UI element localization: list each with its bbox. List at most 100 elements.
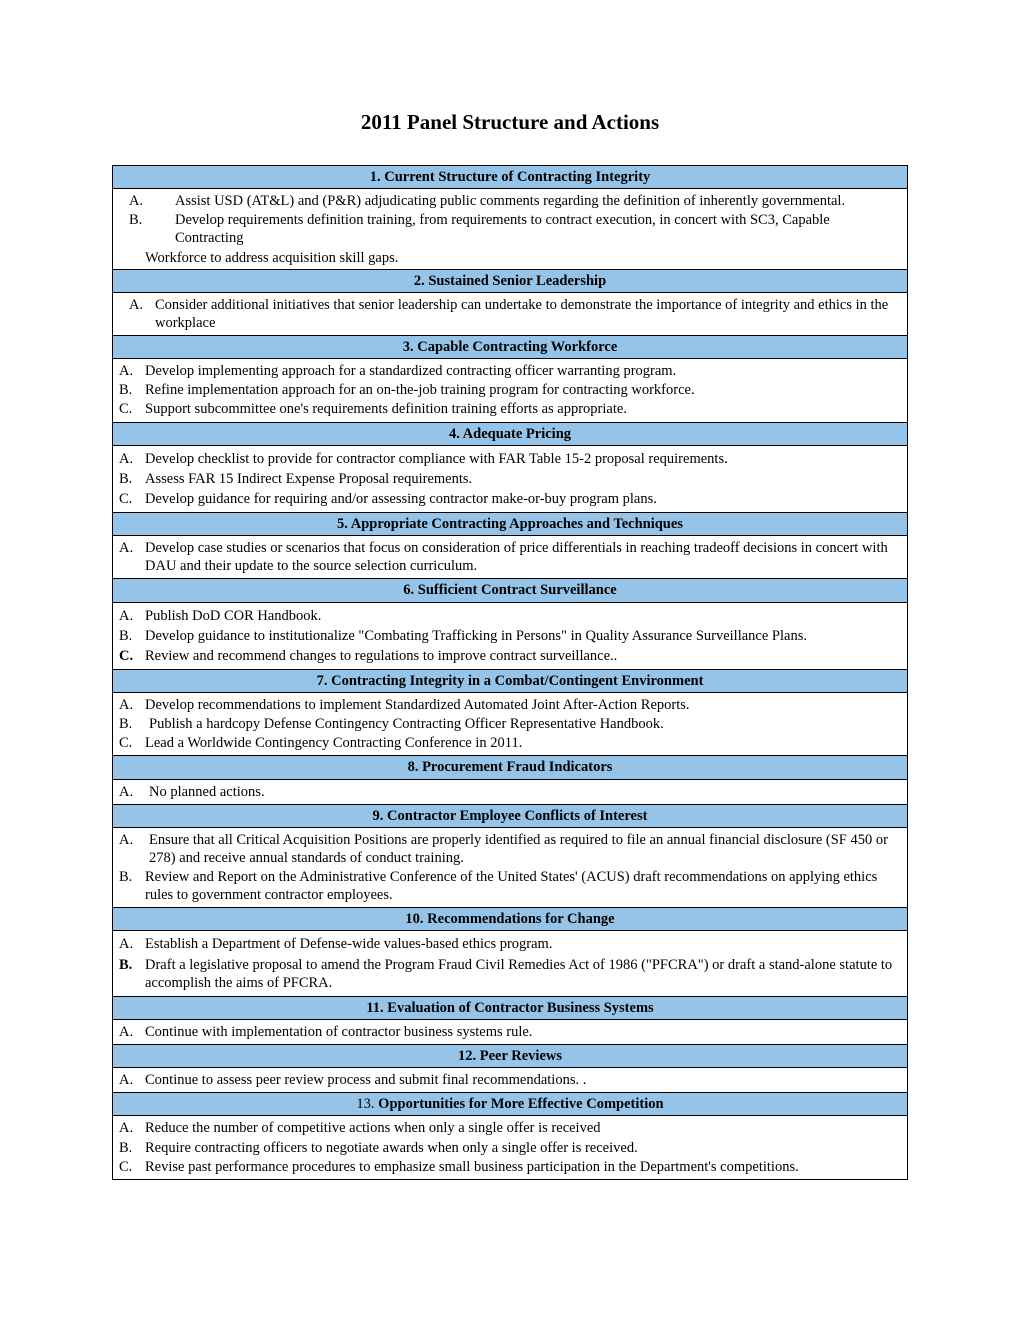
list-item: B.Develop requirements definition traini… [119,211,901,247]
section-header: 1. Current Structure of Contracting Inte… [113,166,908,189]
list-item: B.Review and Report on the Administrativ… [119,868,901,904]
section-header: 5. Appropriate Contracting Approaches an… [113,513,908,536]
list-item: B.Draft a legislative proposal to amend … [119,956,901,992]
list-item: B.Assess FAR 15 Indirect Expense Proposa… [119,470,901,488]
item-text: Publish DoD COR Handbook. [145,607,901,625]
list-item: A.Develop recommendations to implement S… [119,696,901,714]
item-label: A. [119,362,145,380]
item-label: A. [129,192,175,210]
item-label: A. [119,831,149,849]
section-header: 13. Opportunities for More Effective Com… [113,1093,908,1116]
item-text: Review and Report on the Administrative … [145,868,901,904]
item-label: A. [119,935,145,953]
item-label: A. [119,539,145,557]
item-label: A. [119,696,145,714]
section-header: 4. Adequate Pricing [113,422,908,445]
item-label: C. [119,1158,145,1176]
item-text: Draft a legislative proposal to amend th… [145,956,901,992]
item-text: Require contracting officers to negotiat… [145,1139,901,1157]
list-item: A.Develop case studies or scenarios that… [119,539,901,575]
section-content: A.Publish DoD COR Handbook. B.Develop gui… [113,602,908,669]
item-text: Lead a Worldwide Contingency Contracting… [145,734,901,752]
section-content: A.Ensure that all Critical Acquisition P… [113,827,908,908]
item-text: Continue with implementation of contract… [145,1023,901,1041]
item-label: C. [119,400,145,418]
list-item: B.Require contracting officers to negoti… [119,1139,901,1157]
list-item: C.Lead a Worldwide Contingency Contracti… [119,734,901,752]
item-text: Publish a hardcopy Defense Contingency C… [149,715,901,733]
section-header: 2. Sustained Senior Leadership [113,269,908,292]
item-text: Support subcommittee one's requirements … [145,400,901,418]
item-text: Assess FAR 15 Indirect Expense Proposal … [145,470,901,488]
section-header: 8. Procurement Fraud Indicators [113,756,908,779]
item-text: Develop case studies or scenarios that f… [145,539,901,575]
list-item: C.Revise past performance procedures to … [119,1158,901,1176]
item-label: B. [119,956,145,974]
item-label: C. [119,734,145,752]
list-item: A.Establish a Department of Defense-wide… [119,935,901,953]
item-text: Continue to assess peer review process a… [145,1071,901,1089]
item-label: B. [119,627,145,645]
item-label: C. [119,490,145,508]
section-content: A.Develop case studies or scenarios that… [113,536,908,579]
item-label: A. [129,296,155,314]
list-item: B.Publish a hardcopy Defense Contingency… [119,715,901,733]
panel-table: 1. Current Structure of Contracting Inte… [112,165,908,1180]
item-text: Reduce the number of competitive actions… [145,1119,901,1137]
section-content: A.Develop recommendations to implement S… [113,693,908,756]
item-text: Ensure that all Critical Acquisition Pos… [149,831,901,867]
item-label: C. [119,647,145,665]
page-title: 2011 Panel Structure and Actions [112,110,908,135]
item-text: Consider additional initiatives that sen… [155,296,901,332]
section-content: A.Continue to assess peer review process… [113,1068,908,1093]
list-item: A.Consider additional initiatives that s… [119,296,901,332]
list-item: B.Refine implementation approach for an … [119,381,901,399]
list-item: A.Reduce the number of competitive actio… [119,1119,901,1137]
list-item: A.Develop checklist to provide for contr… [119,450,901,468]
item-text: Develop recommendations to implement Sta… [145,696,901,714]
section-content: A.Consider additional initiatives that s… [113,292,908,335]
list-item: A.Develop implementing approach for a st… [119,362,901,380]
item-text: Refine implementation approach for an on… [145,381,901,399]
page: 2011 Panel Structure and Actions 1. Curr… [0,0,1020,1240]
section-header: 10. Recommendations for Change [113,908,908,931]
list-item: A.Publish DoD COR Handbook. [119,607,901,625]
item-label: A. [119,450,145,468]
list-item: A.Assist USD (AT&L) and (P&R) adjudicati… [119,192,901,210]
item-label: A. [119,1071,145,1089]
item-text: Develop guidance to institutionalize "Co… [145,627,901,645]
item-label: B. [119,381,145,399]
item-label: B. [119,715,149,733]
item-text: Revise past performance procedures to em… [145,1158,901,1176]
item-label: A. [119,1119,145,1137]
item-label: B. [129,211,175,229]
list-item: B.Develop guidance to institutionalize "… [119,627,901,645]
section-content: A.Assist USD (AT&L) and (P&R) adjudicati… [113,189,908,270]
list-item: A.Ensure that all Critical Acquisition P… [119,831,901,867]
item-label: B. [119,868,145,886]
section-header: 9. Contractor Employee Conflicts of Inte… [113,804,908,827]
section-header: 12. Peer Reviews [113,1045,908,1068]
item-label: B. [119,1139,145,1157]
list-item: A.Continue to assess peer review process… [119,1071,901,1089]
list-item: C.Review and recommend changes to regula… [119,647,901,665]
section-content: A.No planned actions. [113,779,908,804]
item-text: Develop implementing approach for a stan… [145,362,901,380]
item-text: Develop checklist to provide for contrac… [145,450,901,468]
section-content: A.Reduce the number of competitive actio… [113,1116,908,1179]
section-header: 11. Evaluation of Contractor Business Sy… [113,996,908,1019]
item-continuation: Workforce to address acquisition skill g… [119,249,901,267]
list-item: A.No planned actions. [119,783,901,801]
item-text: Develop guidance for requiring and/or as… [145,490,901,508]
item-text: Establish a Department of Defense-wide v… [145,935,901,953]
item-text: Review and recommend changes to regulati… [145,647,901,665]
section-header: 6. Sufficient Contract Surveillance [113,579,908,602]
section-header: 3. Capable Contracting Workforce [113,336,908,359]
item-label: A. [119,783,149,801]
item-label: B. [119,470,145,488]
section-content: A.Develop implementing approach for a st… [113,359,908,422]
section-content: A.Establish a Department of Defense-wide… [113,931,908,996]
item-label: A. [119,1023,145,1041]
item-text: Assist USD (AT&L) and (P&R) adjudicating… [175,192,901,210]
section-content: A.Continue with implementation of contra… [113,1019,908,1044]
